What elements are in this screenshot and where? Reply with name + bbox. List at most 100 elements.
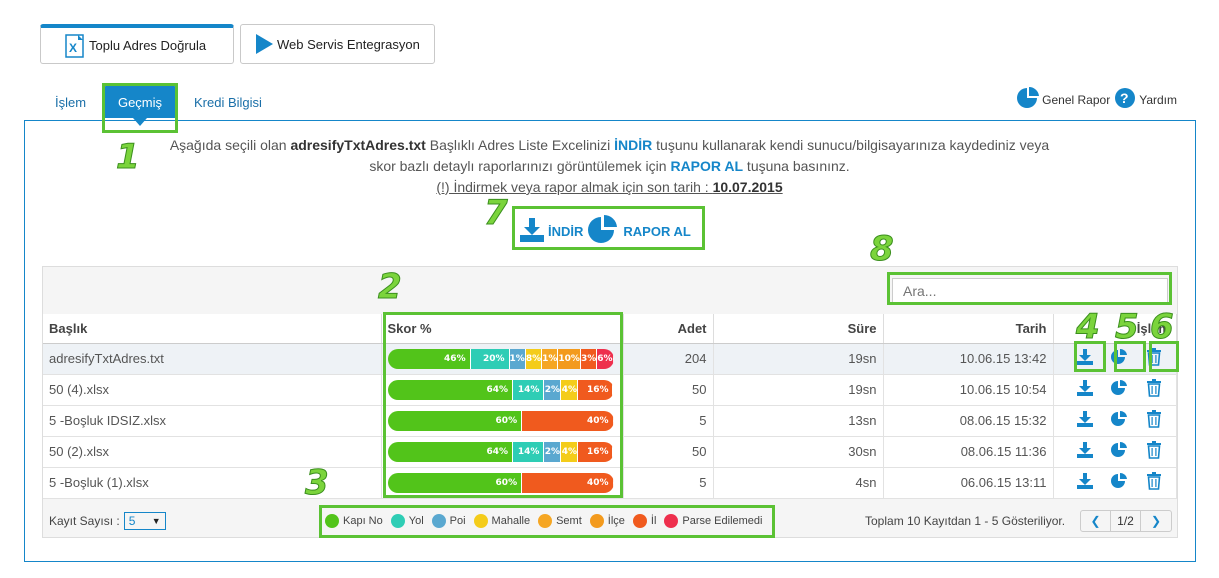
legend-item: Mahalle	[473, 514, 531, 528]
download-icon[interactable]	[1068, 441, 1102, 459]
pie-chart-icon[interactable]	[1102, 410, 1136, 428]
row-date: 10.06.15 13:42	[883, 343, 1054, 375]
pagination-summary: Toplam 10 Kayıtdan 1 - 5 Gösteriliyor.	[865, 514, 1066, 528]
row-ops	[1053, 374, 1177, 406]
next-page-button[interactable]: ❯	[1141, 511, 1171, 531]
score-bar: 64% 14% 2% 4% 16%	[387, 379, 614, 400]
row-count: 50	[623, 374, 714, 406]
rapor-al-button[interactable]: RAPOR AL	[587, 214, 691, 249]
score-bar: 60% 40%	[387, 410, 614, 431]
yardim-link[interactable]: ? Yardım	[1114, 87, 1177, 112]
help-icon: ?	[1114, 87, 1136, 112]
col-header-ops: İşlem	[1053, 314, 1177, 344]
row-score: 46% 20% 1% 8% 1% 10% 3% 6%	[381, 343, 624, 375]
legend-label: Mahalle	[491, 515, 531, 527]
row-score: 64% 14% 2% 4% 16%	[381, 374, 624, 406]
row-count: 5	[623, 467, 714, 499]
info-text: Aşağıda seçili olan adresifyTxtAdres.txt…	[169, 137, 1050, 195]
table-row[interactable]: 50 (2).xlsx 64% 14% 2% 4% 16% 50 30sn 08.06.…	[43, 436, 1177, 468]
chevron-down-icon: ▼	[151, 516, 161, 526]
genel-rapor-label: Genel Rapor	[1042, 92, 1111, 107]
pie-chart-icon[interactable]	[1102, 379, 1136, 397]
annotation-box-delete	[1149, 341, 1179, 372]
legend-label: Parse Edilemedi	[682, 515, 763, 527]
score-segment: 1%	[542, 348, 559, 369]
trash-icon[interactable]	[1136, 379, 1172, 397]
legend-dot	[632, 514, 647, 528]
tab-kredi-bilgisi[interactable]: Kredi Bilgisi	[194, 95, 262, 110]
annotation-box-download	[1074, 341, 1106, 372]
row-count: 204	[623, 343, 714, 375]
legend-label: İlçe	[607, 515, 625, 527]
pie-chart-icon[interactable]	[1102, 441, 1136, 459]
legend-label: Poi	[449, 515, 466, 527]
score-segment: 6%	[597, 348, 614, 369]
col-header-count[interactable]: Adet	[623, 314, 714, 344]
per-page-select[interactable]: 5 ▼	[123, 512, 166, 530]
score-segment: 2%	[544, 379, 562, 400]
tab-islem[interactable]: İşlem	[55, 95, 87, 110]
score-segment: 40%	[522, 472, 614, 493]
row-score: 64% 14% 2% 4% 16%	[381, 436, 624, 468]
legend-item: Kapı No	[325, 514, 383, 528]
col-header-score[interactable]: Skor %	[381, 314, 624, 344]
row-ops	[1053, 405, 1177, 437]
legend-dot	[589, 514, 604, 528]
legend-dot	[664, 514, 679, 528]
genel-rapor-link[interactable]: Genel Rapor	[1016, 86, 1110, 113]
download-icon[interactable]	[1068, 472, 1102, 490]
score-legend: Kapı No Yol Poi Mahalle Semt İlçe İl Parse Edil…	[325, 514, 770, 528]
svg-text:?: ?	[1120, 90, 1129, 106]
annotation-box-tab	[102, 83, 178, 133]
pagination: ❮ 1/2 ❯	[1080, 510, 1172, 532]
download-icon[interactable]	[1068, 410, 1102, 428]
header-links: Genel Rapor ? Yardım	[1012, 86, 1177, 113]
legend-dot	[390, 514, 405, 528]
row-title: 50 (4).xlsx	[43, 374, 382, 406]
annotation-number-2: 2	[378, 267, 403, 307]
legend-dot	[431, 514, 446, 528]
download-icon[interactable]	[1068, 348, 1102, 366]
yardim-label: Yardım	[1139, 92, 1177, 107]
score-segment: 64%	[387, 441, 513, 462]
col-header-title[interactable]: Başlık	[43, 314, 382, 344]
prev-page-button[interactable]: ❮	[1081, 511, 1111, 531]
table-row[interactable]: 5 -Boşluk IDSIZ.xlsx 60% 40% 5 13sn 08.06…	[43, 405, 1177, 437]
search-input[interactable]	[892, 278, 1168, 304]
score-segment: 60%	[387, 472, 523, 493]
row-score: 60% 40%	[381, 405, 624, 437]
row-ops	[1053, 467, 1177, 499]
col-header-duration[interactable]: Süre	[713, 314, 884, 344]
web-servis-label: Web Servis Entegrasyon	[277, 36, 420, 52]
toplu-adres-button[interactable]: X Toplu Adres Doğrula	[40, 24, 234, 64]
score-segment: 4%	[561, 379, 579, 400]
indir-button[interactable]: İNDİR	[518, 216, 583, 247]
trash-icon[interactable]	[1136, 410, 1172, 428]
table-row[interactable]: 5 -Boşluk (1).xlsx 60% 40% 5 4sn 06.06.15…	[43, 467, 1177, 499]
row-ops	[1053, 436, 1177, 468]
legend-dot	[538, 514, 553, 528]
table-row[interactable]: 50 (4).xlsx 64% 14% 2% 4% 16% 50 19sn 10.06.…	[43, 374, 1177, 406]
pie-chart-icon[interactable]	[1102, 472, 1136, 490]
score-segment: 8%	[525, 348, 543, 369]
trash-icon[interactable]	[1136, 472, 1172, 490]
tab-gecmis[interactable]: Geçmiş	[104, 86, 176, 126]
score-segment: 10%	[558, 348, 581, 369]
row-duration: 19sn	[713, 343, 884, 375]
web-servis-button[interactable]: Web Servis Entegrasyon	[240, 24, 435, 64]
annotation-number-8: 8	[870, 229, 895, 269]
annotation-number-1: 1	[116, 137, 141, 177]
trash-icon[interactable]	[1136, 441, 1172, 459]
score-segment: 64%	[387, 379, 513, 400]
history-panel	[24, 120, 1196, 562]
download-icon[interactable]	[1068, 379, 1102, 397]
legend-item: Semt	[538, 514, 582, 528]
legend-item: İlçe	[589, 514, 625, 528]
row-date: 10.06.15 10:54	[883, 374, 1054, 406]
chevron-left-icon: ❮	[1090, 514, 1101, 528]
col-header-date[interactable]: Tarih	[883, 314, 1054, 344]
legend-item: İl	[632, 514, 656, 528]
row-title: 5 -Boşluk IDSIZ.xlsx	[43, 405, 382, 437]
toplu-adres-label: Toplu Adres Doğrula	[89, 38, 207, 53]
annotation-box-report	[1114, 341, 1146, 372]
